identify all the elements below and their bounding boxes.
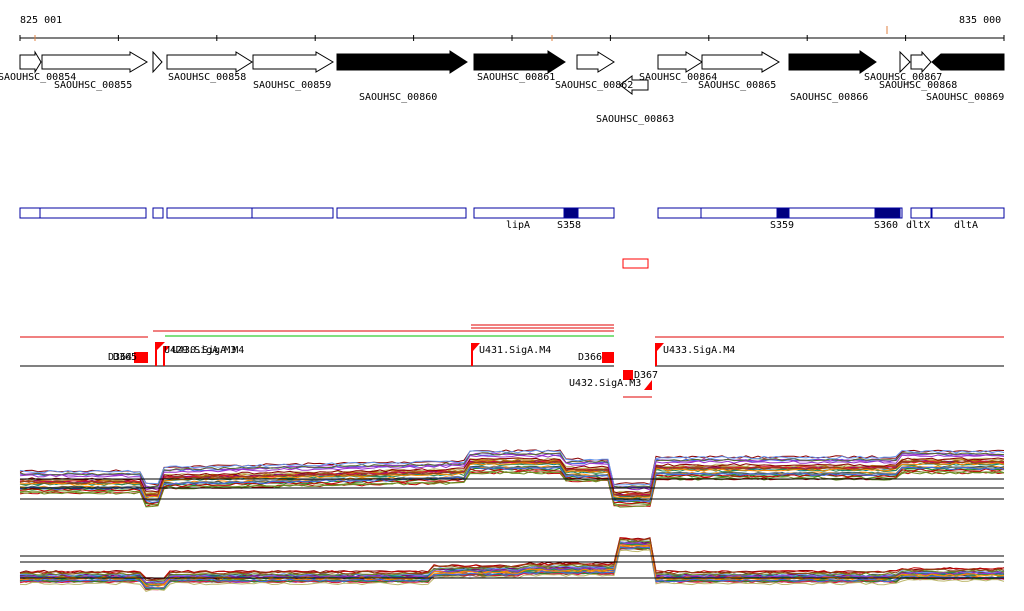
feature-label: D366 [578, 352, 602, 363]
domain-label: dltA [954, 220, 978, 231]
red-marker-box[interactable] [622, 258, 649, 269]
feature-u431[interactable] [471, 343, 480, 366]
gene-arrow-00865[interactable] [701, 51, 780, 73]
gene-label: SAOUHSC_00859 [253, 80, 331, 91]
feature-track: D364 D365 U429.SigA.M3 U430.SigA.M4 U431… [20, 324, 1004, 398]
gene-arrow-00869[interactable] [931, 53, 1005, 71]
feature-u430[interactable] [163, 346, 170, 366]
gene-label: SAOUHSC_00854 [0, 72, 76, 83]
domain-hit-s359[interactable] [776, 207, 790, 219]
feature-label: U431.SigA.M4 [479, 345, 551, 356]
gene-arrow-00867[interactable] [899, 50, 911, 74]
gene-label: SAOUHSC_00865 [698, 80, 776, 91]
feature-d366[interactable] [602, 352, 614, 363]
gene-arrow-00866[interactable] [788, 50, 877, 74]
feature-u432[interactable] [644, 380, 652, 390]
expression-trace [19, 452, 1005, 489]
domain-box[interactable] [152, 207, 164, 219]
gene-arrow-00868[interactable] [910, 50, 932, 74]
feature-u429[interactable] [155, 342, 165, 366]
domain-box[interactable] [166, 207, 334, 219]
start-coordinate: 825 001 [20, 15, 62, 26]
feature-label: D367 [634, 370, 658, 381]
domain-box[interactable] [931, 207, 1005, 219]
gene-label: SAOUHSC_00862 [555, 80, 633, 91]
domain-label: lipA [506, 220, 530, 231]
feature-label: U430.SigA.M4 [172, 345, 244, 356]
expression-trace [19, 546, 1005, 589]
gene-label: SAOUHSC_00861 [477, 72, 555, 83]
expression-trace [19, 449, 1005, 486]
domain-label: S360 [874, 220, 898, 231]
gene-arrow-00860[interactable] [336, 50, 468, 74]
domain-label: dltX [906, 220, 930, 231]
domain-box[interactable] [336, 207, 467, 219]
feature-label: U429.SigA.M3 [164, 345, 236, 356]
gene-track: SAOUHSC_00854 SAOUHSC_00855 SAOUHSC_0085… [0, 50, 1005, 125]
gene-label: SAOUHSC_00864 [639, 72, 717, 83]
gene-arrow-00854[interactable] [19, 50, 42, 74]
expression-trace [19, 540, 1005, 584]
feature-d367[interactable] [623, 370, 633, 380]
feature-u433[interactable] [655, 343, 664, 366]
gene-arrow-00858[interactable] [166, 51, 253, 73]
domain-box[interactable] [473, 207, 615, 219]
expression-trace [19, 460, 1005, 497]
gene-arrow-00855[interactable] [41, 51, 148, 73]
domain-box[interactable] [19, 207, 147, 219]
gene-label: SAOUHSC_00869 [926, 92, 1004, 103]
domain-track: lipA S358 S359 S360 dltX dltA [19, 207, 1005, 269]
domain-label: S359 [770, 220, 794, 231]
gene-label: SAOUHSC_00855 [54, 80, 132, 91]
expression-trace [19, 549, 1005, 592]
expression-trace [19, 471, 1005, 508]
gene-label: SAOUHSC_00868 [879, 80, 957, 91]
coordinate-ruler: 825 001 835 000 [19, 15, 1005, 41]
gene-arrow-00856[interactable] [152, 50, 163, 74]
gene-label: SAOUHSC_00860 [359, 92, 437, 103]
feature-label: U433.SigA.M4 [663, 345, 735, 356]
gene-arrow-00859[interactable] [252, 51, 334, 73]
end-coordinate: 835 000 [959, 15, 1001, 26]
expression-trace [19, 542, 1005, 586]
gene-label: SAOUHSC_00866 [790, 92, 868, 103]
gene-arrow-00864[interactable] [657, 51, 703, 73]
feature-label: D365 [113, 352, 137, 363]
gene-label: SAOUHSC_00867 [864, 72, 942, 83]
feature-label: U432.SigA.M3 [569, 378, 641, 389]
domain-hit-s360[interactable] [874, 207, 901, 219]
domain-label: S358 [557, 220, 581, 231]
feature-d364[interactable] [134, 352, 148, 363]
expression-trace [19, 457, 1005, 494]
expression-trace [19, 466, 1005, 503]
domain-hit-s358[interactable] [563, 207, 579, 219]
expression-trace [19, 465, 1005, 502]
expression-panel-bottom [19, 537, 1005, 592]
expression-trace [20, 462, 1005, 499]
gene-arrow-00863[interactable] [619, 75, 649, 95]
expression-trace [19, 538, 1005, 582]
gene-arrow-00862[interactable] [576, 51, 615, 73]
feature-label: D364 [108, 352, 132, 363]
gene-label: SAOUHSC_00858 [168, 72, 246, 83]
domain-box[interactable] [910, 207, 932, 219]
gene-arrow-00861[interactable] [473, 50, 566, 74]
expression-panel-top [19, 449, 1005, 508]
gene-label: SAOUHSC_00863 [596, 114, 674, 125]
expression-trace [19, 454, 1005, 491]
